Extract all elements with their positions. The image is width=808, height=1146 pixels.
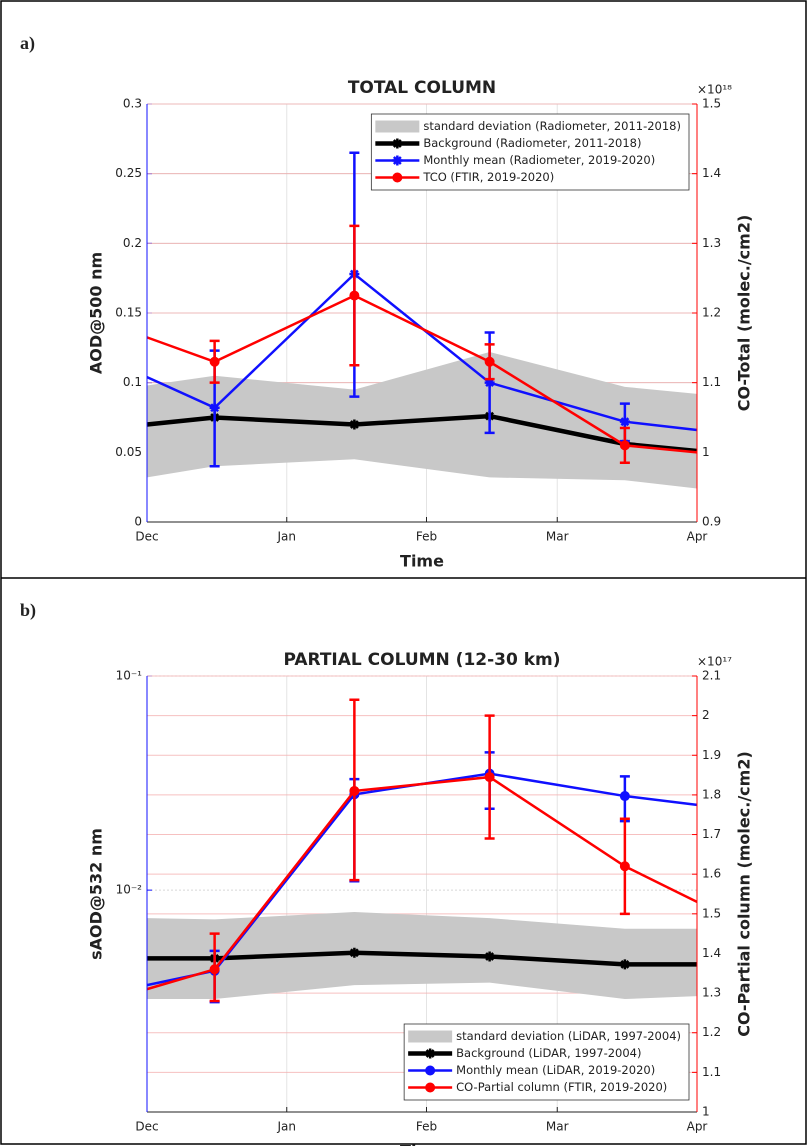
y-tick-label: 0.2 — [123, 236, 142, 250]
series-line — [146, 294, 698, 454]
marker — [484, 951, 495, 962]
panel-label: a) — [20, 33, 35, 54]
marker — [425, 1048, 436, 1059]
x-tick-label: Dec — [135, 1120, 158, 1134]
x-tick-label: Feb — [416, 1120, 437, 1134]
x-tick-label: Apr — [687, 530, 708, 544]
marker — [392, 155, 403, 166]
legend-label: standard deviation (LiDAR, 1997-2004) — [456, 1029, 681, 1043]
panel-label: b) — [20, 600, 36, 621]
marker — [209, 964, 220, 975]
y-axis-label: sAOD@532 nm — [87, 828, 106, 960]
y2-axis-label: CO-Partial column (molec./cm2) — [735, 751, 754, 1037]
marker — [349, 290, 360, 301]
series-line — [146, 775, 698, 991]
legend-label: Monthly mean (LiDAR, 2019-2020) — [456, 1063, 655, 1077]
y2-tick-label: 1.2 — [702, 306, 721, 320]
y-tick-label: 10⁻¹ — [116, 669, 143, 683]
marker — [619, 440, 630, 451]
y-tick-label: 0.15 — [115, 306, 142, 320]
marker — [349, 419, 360, 430]
y2-tick-label: 0.9 — [702, 515, 721, 529]
marker — [619, 416, 630, 427]
series-line — [146, 413, 698, 454]
x-tick-label: Jan — [277, 1120, 297, 1134]
y2-tick-label: 1.4 — [702, 946, 721, 960]
y2-tick-label: 2 — [702, 708, 710, 722]
marker — [484, 772, 495, 783]
x-tick-label: Mar — [546, 530, 569, 544]
marker — [349, 785, 360, 796]
y2-tick-label: 1 — [702, 1105, 710, 1119]
x-axis-label: Time — [400, 552, 444, 571]
y2-tick-label: 1.8 — [702, 787, 721, 801]
y2-tick-label: 1.9 — [702, 748, 721, 762]
marker — [425, 1065, 436, 1076]
y2-tick-label: 1.2 — [702, 1025, 721, 1039]
y2-tick-label: 1.1 — [702, 1065, 721, 1079]
y2-tick-label: 2.1 — [702, 669, 721, 683]
x-axis-label: Time — [400, 1142, 444, 1146]
chart-title: TOTAL COLUMN — [348, 78, 496, 98]
y-axis-label: AOD@500 nm — [87, 252, 106, 374]
y2-tick-label: 1 — [702, 445, 710, 459]
y2-tick-label: 1.7 — [702, 827, 721, 841]
y2-exponent: ×10¹⁸ — [697, 83, 732, 97]
marker — [619, 861, 630, 872]
y2-tick-label: 1.6 — [702, 867, 721, 881]
y-tick-label: 0.1 — [123, 375, 142, 389]
legend-swatch — [375, 120, 420, 133]
marker — [619, 959, 630, 970]
y2-tick-label: 1.4 — [702, 166, 721, 180]
y2-tick-label: 1.3 — [702, 986, 721, 1000]
legend-box — [370, 113, 690, 191]
marker — [484, 377, 495, 388]
marker — [619, 791, 630, 802]
marker — [209, 356, 220, 367]
legend-label: Background (Radiometer, 2011-2018) — [423, 136, 641, 150]
chart-title: PARTIAL COLUMN (12-30 km) — [283, 650, 560, 670]
x-tick-label: Dec — [135, 530, 158, 544]
legend-label: Background (LiDAR, 1997-2004) — [456, 1046, 641, 1060]
legend-label: CO-Partial column (FTIR, 2019-2020) — [456, 1080, 667, 1094]
y2-tick-label: 1.5 — [702, 906, 721, 920]
y2-tick-label: 1.5 — [702, 97, 721, 111]
x-tick-label: Mar — [546, 1120, 569, 1134]
x-tick-label: Apr — [687, 1120, 708, 1134]
legend-label: standard deviation (Radiometer, 2011-201… — [423, 119, 681, 133]
y-tick-label: 0.25 — [115, 166, 142, 180]
y2-tick-label: 1.3 — [702, 236, 721, 250]
y-tick-label: 0.3 — [123, 97, 142, 111]
marker — [209, 402, 220, 413]
legend-label: TCO (FTIR, 2019-2020) — [422, 170, 554, 184]
marker — [392, 138, 403, 149]
x-tick-label: Feb — [416, 530, 437, 544]
series-line — [147, 950, 697, 967]
marker — [392, 172, 403, 183]
y-tick-label: 0.05 — [115, 445, 142, 459]
y-tick-label: 10⁻² — [116, 883, 143, 897]
marker — [484, 356, 495, 367]
marker — [425, 1082, 436, 1093]
x-tick-label: Jan — [277, 530, 297, 544]
y2-tick-label: 1.1 — [702, 375, 721, 389]
legend-label: Monthly mean (Radiometer, 2019-2020) — [423, 153, 655, 167]
marker — [349, 947, 360, 958]
y2-exponent: ×10¹⁷ — [697, 655, 732, 669]
y-tick-label: 0 — [134, 515, 142, 529]
y2-axis-label: CO-Total (molec./cm2) — [735, 215, 754, 412]
legend-swatch — [408, 1030, 453, 1043]
